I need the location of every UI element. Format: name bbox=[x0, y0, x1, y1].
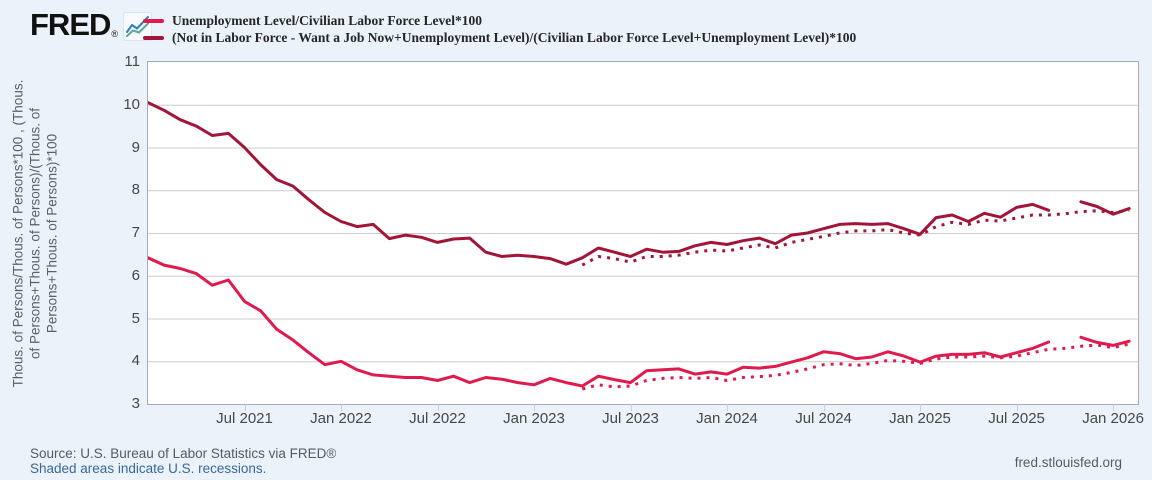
legend-row[interactable]: Unemployment Level/Civilian Labor Force … bbox=[143, 13, 856, 29]
fred-logo[interactable]: FRED ® bbox=[30, 7, 153, 42]
legend-label-series2[interactable]: (Not in Labor Force - Want a Job Now+Une… bbox=[172, 30, 857, 45]
legend-swatch-series2 bbox=[143, 36, 164, 40]
source-note: Source: U.S. Bureau of Labor Statistics … bbox=[30, 446, 337, 461]
x-tick-mark bbox=[1016, 404, 1018, 411]
y-tick-label: 3 bbox=[131, 395, 140, 412]
legend: Unemployment Level/Civilian Labor Force … bbox=[143, 13, 856, 47]
x-tick-mark bbox=[341, 404, 342, 411]
plot-area bbox=[147, 61, 1139, 405]
x-tick-mark bbox=[630, 404, 632, 411]
x-tick-mark bbox=[823, 404, 825, 411]
x-tick-mark bbox=[244, 404, 246, 411]
x-tick-mark bbox=[437, 404, 439, 411]
y-tick-label: 7 bbox=[131, 224, 140, 241]
x-tick-label: Jan 2024 bbox=[696, 410, 758, 427]
x-tick-mark bbox=[1113, 404, 1115, 411]
x-tick-label: Jul 2025 bbox=[988, 410, 1045, 427]
series-path-dotted-dark-red bbox=[581, 208, 1130, 267]
recessions-link[interactable]: Shaded areas indicate U.S. recessions. bbox=[30, 461, 267, 476]
y-tick-label: 5 bbox=[131, 309, 140, 327]
x-tick-label: Jul 2023 bbox=[602, 410, 659, 427]
x-tick-label: Jan 2026 bbox=[1082, 410, 1144, 427]
y-tick-label: 11 bbox=[124, 53, 140, 70]
x-tick-mark bbox=[920, 404, 922, 411]
y-tick-label: 6 bbox=[131, 266, 140, 284]
series-path-dotted-pink bbox=[581, 342, 1130, 391]
x-tick-label: Jan 2022 bbox=[310, 410, 372, 427]
x-tick-label: Jul 2021 bbox=[216, 410, 273, 427]
x-tick-label: Jul 2024 bbox=[795, 410, 852, 427]
y-tick-label: 8 bbox=[131, 181, 140, 199]
fred-url-link[interactable]: fred.stlouisfed.org bbox=[1014, 455, 1122, 470]
fred-logo-chart-icon bbox=[123, 12, 153, 41]
x-tick-label: Jan 2025 bbox=[889, 410, 951, 427]
x-tick-label: Jul 2022 bbox=[409, 410, 466, 427]
y-tick-label: 9 bbox=[131, 138, 140, 156]
x-tick-mark bbox=[534, 404, 536, 411]
x-tick-label: Jan 2023 bbox=[503, 410, 565, 427]
y-tick-label: 10 bbox=[123, 95, 140, 113]
x-tick-mark bbox=[727, 404, 729, 411]
fred-logo-text: FRED bbox=[30, 7, 111, 42]
legend-label-series1[interactable]: Unemployment Level/Civilian Labor Force … bbox=[172, 13, 482, 28]
legend-swatch-series1 bbox=[143, 19, 164, 23]
chart-svg bbox=[148, 101, 1138, 391]
registered-mark: ® bbox=[111, 29, 119, 39]
legend-row[interactable]: (Not in Labor Force - Want a Job Now+Une… bbox=[143, 30, 856, 46]
series-path-dark-red bbox=[148, 101, 1131, 266]
series-path-pink bbox=[148, 256, 1131, 388]
y-tick-label: 4 bbox=[131, 352, 140, 370]
